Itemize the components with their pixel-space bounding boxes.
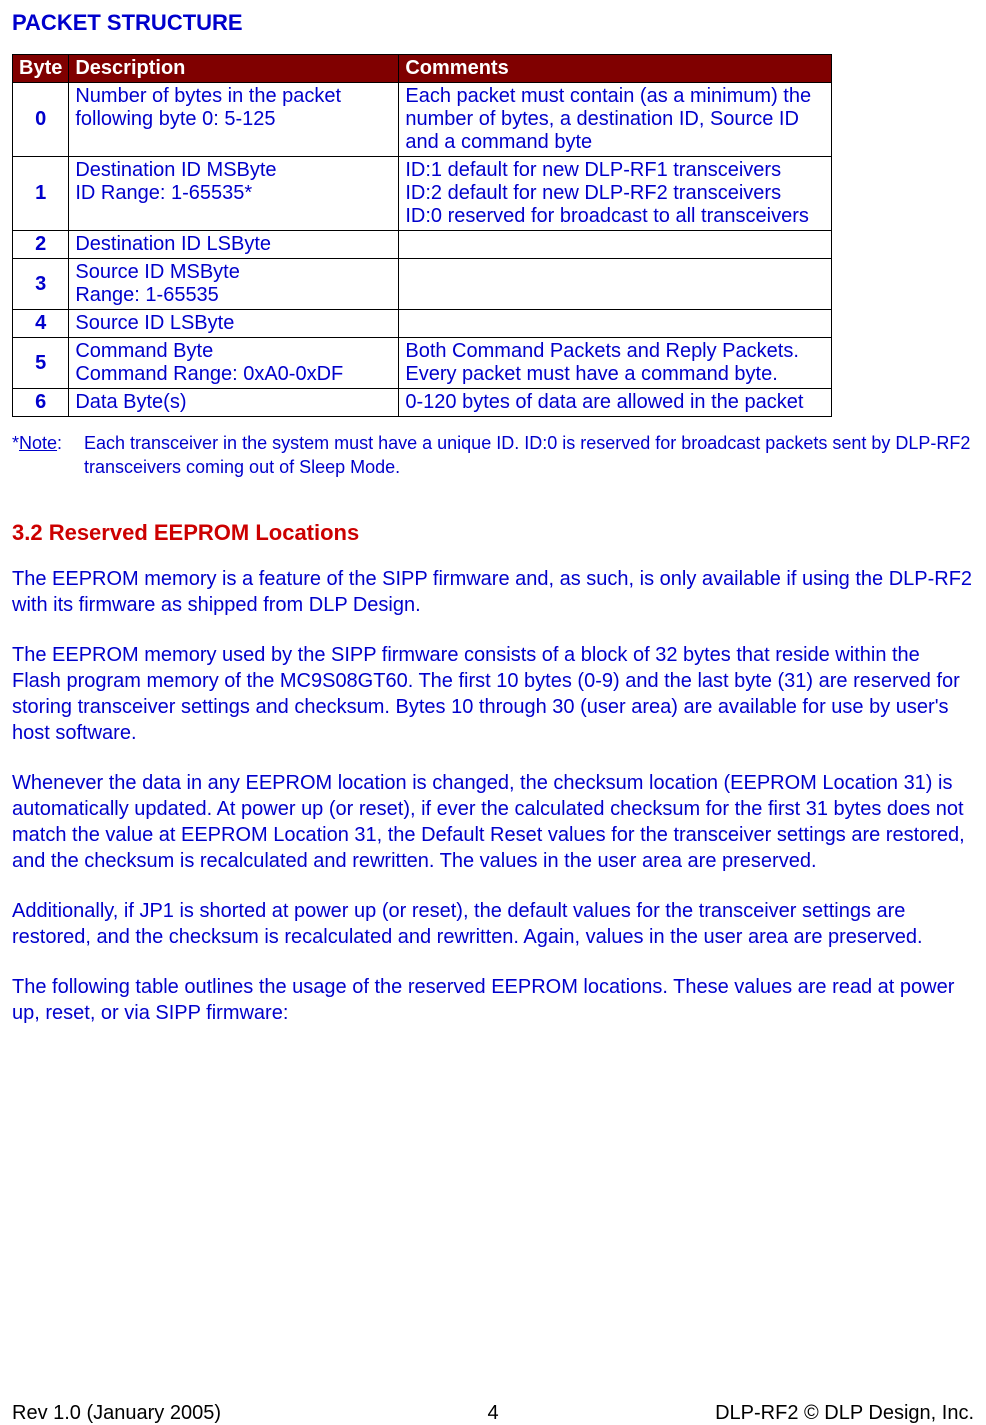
main-title: PACKET STRUCTURE bbox=[12, 10, 974, 36]
table-row: 2 Destination ID LSByte bbox=[13, 231, 832, 259]
note-asterisk: * bbox=[12, 433, 19, 453]
comments-cell: 0-120 bytes of data are allowed in the p… bbox=[399, 389, 832, 417]
header-description: Description bbox=[69, 55, 399, 83]
note-label: *Note: bbox=[12, 431, 84, 480]
note-word: Note bbox=[19, 433, 57, 453]
byte-cell: 0 bbox=[13, 83, 69, 157]
desc-cell: Destination ID LSByte bbox=[69, 231, 399, 259]
comments-cell bbox=[399, 310, 832, 338]
footer-revision: Rev 1.0 (January 2005) bbox=[12, 1402, 221, 1425]
desc-cell: Number of bytes in the packet following … bbox=[69, 83, 399, 157]
body-text: The EEPROM memory is a feature of the SI… bbox=[12, 566, 974, 1026]
header-byte: Byte bbox=[13, 55, 69, 83]
desc-cell: Source ID LSByte bbox=[69, 310, 399, 338]
byte-cell: 4 bbox=[13, 310, 69, 338]
table-row: 0 Number of bytes in the packet followin… bbox=[13, 83, 832, 157]
byte-cell: 5 bbox=[13, 338, 69, 389]
paragraph: Additionally, if JP1 is shorted at power… bbox=[12, 898, 974, 950]
table-header-row: Byte Description Comments bbox=[13, 55, 832, 83]
section-heading: 3.2 Reserved EEPROM Locations bbox=[12, 520, 974, 546]
desc-cell: Data Byte(s) bbox=[69, 389, 399, 417]
table-row: 5 Command ByteCommand Range: 0xA0-0xDF B… bbox=[13, 338, 832, 389]
table-row: 4 Source ID LSByte bbox=[13, 310, 832, 338]
comments-cell: ID:1 default for new DLP-RF1 transceiver… bbox=[399, 157, 832, 231]
desc-cell: Command ByteCommand Range: 0xA0-0xDF bbox=[69, 338, 399, 389]
paragraph: The EEPROM memory used by the SIPP firmw… bbox=[12, 642, 974, 746]
footer-page-number: 4 bbox=[487, 1402, 498, 1425]
byte-cell: 1 bbox=[13, 157, 69, 231]
table-row: 6 Data Byte(s) 0-120 bytes of data are a… bbox=[13, 389, 832, 417]
note-colon: : bbox=[57, 433, 62, 453]
note-block: *Note: Each transceiver in the system mu… bbox=[12, 431, 974, 480]
paragraph: The EEPROM memory is a feature of the SI… bbox=[12, 566, 974, 618]
byte-cell: 6 bbox=[13, 389, 69, 417]
comments-cell bbox=[399, 259, 832, 310]
comments-cell: Each packet must contain (as a minimum) … bbox=[399, 83, 832, 157]
desc-cell: Source ID MSByteRange: 1-65535 bbox=[69, 259, 399, 310]
header-comments: Comments bbox=[399, 55, 832, 83]
comments-cell: Both Command Packets and Reply Packets. … bbox=[399, 338, 832, 389]
byte-cell: 3 bbox=[13, 259, 69, 310]
desc-cell: Destination ID MSByteID Range: 1-65535* bbox=[69, 157, 399, 231]
paragraph: Whenever the data in any EEPROM location… bbox=[12, 770, 974, 874]
byte-cell: 2 bbox=[13, 231, 69, 259]
packet-structure-table: Byte Description Comments 0 Number of by… bbox=[12, 54, 832, 417]
table-row: 1 Destination ID MSByteID Range: 1-65535… bbox=[13, 157, 832, 231]
footer-company: DLP-RF2 © DLP Design, Inc. bbox=[715, 1402, 974, 1425]
paragraph: The following table outlines the usage o… bbox=[12, 974, 974, 1026]
table-row: 3 Source ID MSByteRange: 1-65535 bbox=[13, 259, 832, 310]
comments-cell bbox=[399, 231, 832, 259]
note-text: Each transceiver in the system must have… bbox=[84, 431, 974, 480]
